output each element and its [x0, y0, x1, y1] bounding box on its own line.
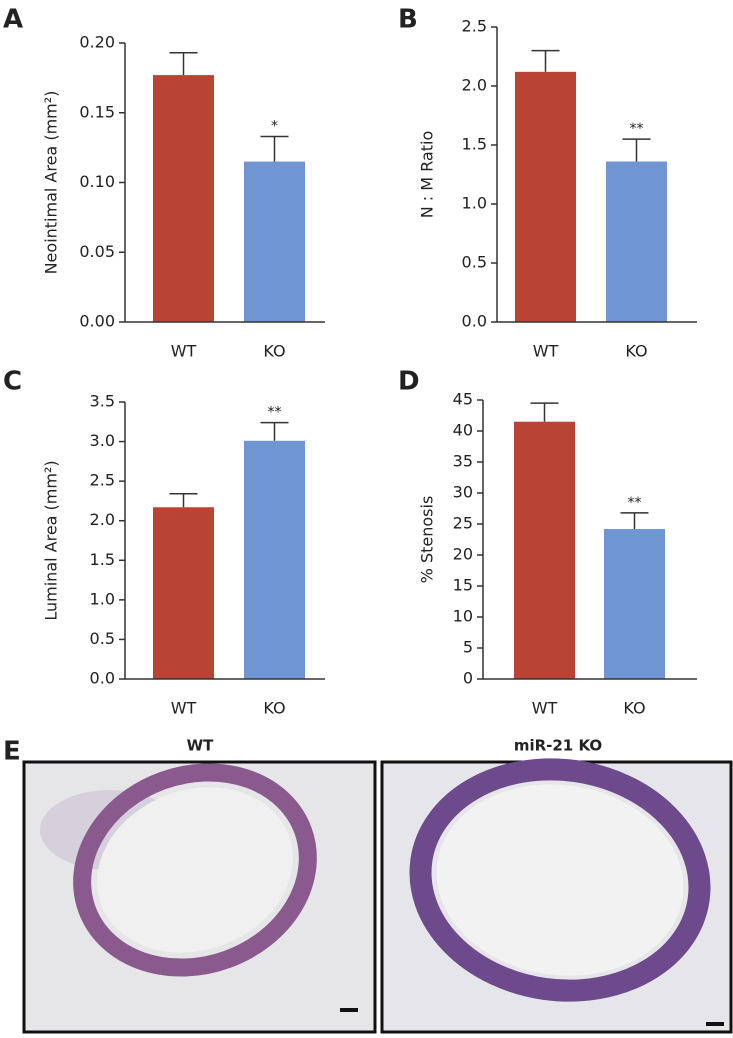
y-tick-label: 1.5	[90, 550, 115, 569]
y-tick-label: 0.5	[90, 629, 115, 648]
x-tick-label: KO	[625, 342, 647, 361]
y-tick-label: 15	[453, 576, 473, 595]
x-tick-label: KO	[263, 699, 285, 718]
significance: **	[630, 121, 644, 137]
y-tick-label: 0.0	[462, 312, 487, 331]
panel-label: E	[3, 737, 21, 767]
y-tick-label: 3.5	[90, 392, 115, 411]
y-axis-label: Luminal Area (mm²)	[42, 460, 61, 620]
x-tick-label: WT	[533, 342, 559, 361]
y-axis-label: N : M Ratio	[418, 131, 437, 219]
y-tick-label: 40	[453, 421, 473, 440]
bar	[515, 71, 576, 322]
y-tick-label: 25	[453, 514, 473, 533]
bar	[244, 161, 305, 322]
significance: **	[628, 495, 642, 511]
image-title: miR-21 KO	[514, 737, 602, 755]
y-tick-label: 0	[463, 669, 473, 688]
bar	[153, 75, 214, 323]
y-tick-label: 0.20	[79, 33, 115, 52]
bar	[606, 161, 667, 322]
x-tick-label: WT	[171, 342, 197, 361]
y-tick-label: 3.0	[90, 431, 115, 450]
image-title: WT	[187, 737, 215, 755]
y-axis-label: % Stenosis	[418, 496, 437, 584]
panel-label: D	[398, 367, 420, 397]
panel-label: B	[398, 5, 418, 35]
x-tick-label: KO	[263, 342, 285, 361]
bar	[604, 528, 665, 679]
y-tick-label: 2.0	[462, 76, 487, 95]
y-tick-label: 0.00	[79, 312, 115, 331]
x-tick-label: WT	[171, 699, 197, 718]
x-tick-label: WT	[532, 699, 558, 718]
y-tick-label: 1.5	[462, 135, 487, 154]
y-tick-label: 10	[453, 607, 473, 626]
significance: *	[271, 118, 278, 134]
y-tick-label: 0.05	[79, 242, 115, 261]
y-tick-label: 35	[453, 452, 473, 471]
y-tick-label: 45	[453, 390, 473, 409]
micrograph	[380, 758, 733, 1034]
y-tick-label: 0.5	[462, 253, 487, 272]
y-tick-label: 0.10	[79, 172, 115, 191]
panel-label: C	[3, 367, 22, 397]
y-tick-label: 2.5	[462, 17, 487, 36]
y-tick-label: 30	[453, 483, 473, 502]
y-tick-label: 0.0	[90, 669, 115, 688]
y-tick-label: 20	[453, 545, 473, 564]
bar	[514, 421, 575, 679]
panel-label: A	[3, 5, 23, 35]
y-tick-label: 0.15	[79, 102, 115, 121]
y-tick-label: 1.0	[90, 589, 115, 608]
y-axis-label: Neointimal Area (mm²)	[42, 91, 61, 275]
y-tick-label: 1.0	[462, 194, 487, 213]
significance: **	[268, 405, 282, 421]
y-tick-label: 5	[463, 638, 473, 657]
bar	[244, 440, 305, 679]
bar	[153, 507, 214, 679]
y-tick-label: 2.5	[90, 471, 115, 490]
micrograph	[22, 760, 377, 1034]
x-tick-label: KO	[623, 699, 645, 718]
y-tick-label: 2.0	[90, 510, 115, 529]
